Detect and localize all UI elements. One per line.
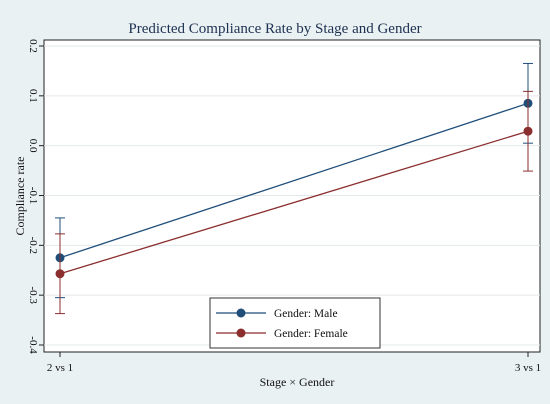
chart-title: Predicted Compliance Rate by Stage and G…	[128, 21, 421, 37]
y-tick-label: -0.3	[27, 286, 39, 304]
y-tick-label: 0.2	[27, 39, 39, 53]
y-axis-ticks: -0.4 -0.3 -0.2 -0.1 0.0 0.1 0.2	[27, 39, 44, 354]
y-tick-label: 0.0	[27, 139, 39, 153]
data-point	[55, 269, 65, 279]
legend: Gender: Male Gender: Female	[209, 297, 381, 349]
x-tick-label: 2 vs 1	[47, 362, 73, 374]
legend-label-female: Gender: Female	[274, 328, 348, 340]
series-line	[59, 130, 529, 275]
gridlines	[44, 45, 540, 346]
legend-marker-male	[236, 308, 246, 318]
y-axis-label: Compliance rate	[13, 157, 27, 236]
legend-label-male: Gender: Male	[274, 308, 338, 320]
series-line	[59, 102, 529, 259]
data-point	[523, 126, 533, 136]
legend-marker-female	[236, 328, 246, 338]
legend-box	[209, 297, 381, 349]
x-tick-label: 3 vs 1	[515, 362, 541, 374]
series	[55, 62, 533, 315]
x-axis-label: Stage × Gender	[260, 375, 335, 389]
series-1	[55, 90, 533, 315]
y-tick-label: -0.1	[27, 187, 39, 204]
y-tick-label: -0.4	[27, 336, 39, 354]
x-axis-ticks: 2 vs 1 3 vs 1	[47, 352, 541, 374]
y-tick-label: 0.1	[27, 89, 39, 103]
y-tick-label: -0.2	[27, 237, 39, 254]
